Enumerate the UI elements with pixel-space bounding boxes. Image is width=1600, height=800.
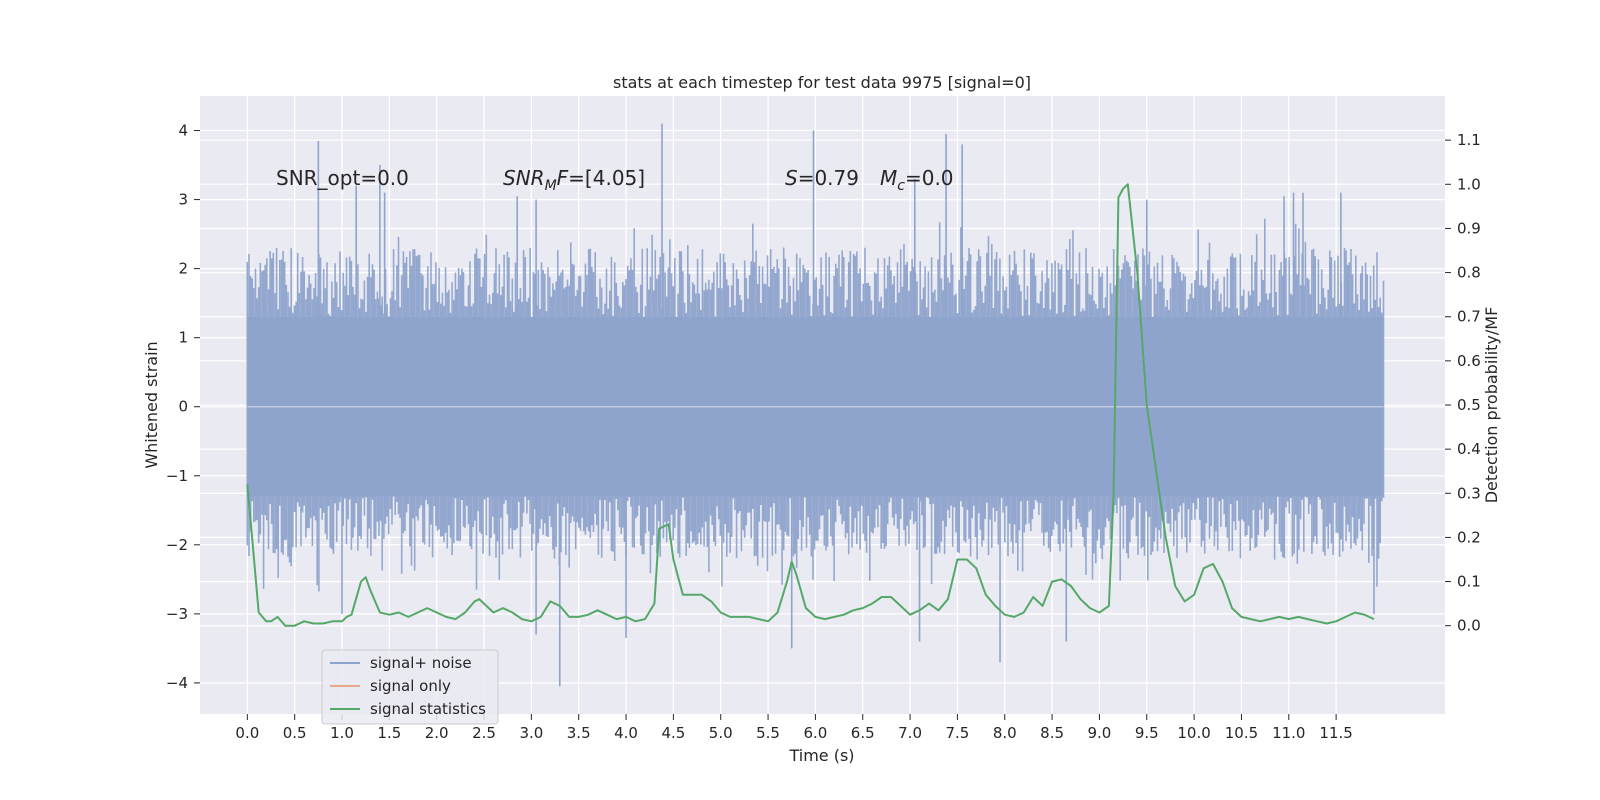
annotation-mc-value: =0.0 (905, 166, 954, 190)
x-tick-label: 3.5 (567, 724, 591, 742)
annotation-s-name: S (785, 166, 798, 190)
x-tick-label: 11.5 (1319, 724, 1352, 742)
x-tick-label: 0.5 (283, 724, 307, 742)
legend-box (321, 649, 499, 725)
y-right-tick-label: 1.1 (1457, 131, 1481, 149)
x-tick-label: 10.5 (1225, 724, 1258, 742)
x-tick-label: 8.5 (1040, 724, 1064, 742)
y-right-tick-label: 0.1 (1457, 573, 1481, 591)
x-tick-label: 9.0 (1088, 724, 1112, 742)
chart-title: stats at each timestep for test data 997… (613, 73, 1031, 92)
x-tick-label: 11.0 (1272, 724, 1305, 742)
annotation-snr-mf-name: SNR (503, 166, 545, 190)
x-tick-label: 1.5 (377, 724, 401, 742)
axes: 0.0 0.5 1.0 1.5 2.0 2.5 3.0 3.5 4.0 4.5 5.0 5.5 6.0 6… (166, 122, 1481, 742)
y-right-tick-label: 0.0 (1457, 617, 1481, 635)
signal-statistics-line (246, 183, 1375, 627)
x-tick-label: 8.0 (993, 724, 1017, 742)
y-left-tick-label: −3 (166, 605, 188, 623)
y-right-tick-label: 0.6 (1457, 352, 1481, 370)
legend-label: signal statistics (370, 700, 486, 718)
y-left-tick-label: 1 (178, 329, 188, 347)
y-axis-left-label: Whitened strain (142, 341, 161, 468)
legend-label: signal only (370, 677, 451, 695)
annotation-snr-mf-name2: F (557, 166, 569, 190)
x-tick-label: 6.5 (851, 724, 875, 742)
x-tick-label: 2.5 (472, 724, 496, 742)
x-tick-label: 10.0 (1177, 724, 1210, 742)
x-tick-label: 4.5 (661, 724, 685, 742)
annotation-mc-sub: c (897, 178, 905, 194)
legend-label: signal+ noise (370, 654, 472, 672)
signal-noise-series (246, 123, 1385, 687)
x-tick-label: 4.0 (614, 724, 638, 742)
y-left-tick-label: 2 (178, 260, 188, 278)
y-right-tick-label: 0.5 (1457, 396, 1481, 414)
x-tick-label: 2.0 (425, 724, 449, 742)
annotation-mc-name: M (880, 166, 897, 190)
x-tick-label: 6.0 (803, 724, 827, 742)
y-left-tick-label: −2 (166, 536, 188, 554)
x-tick-label: 1.0 (330, 724, 354, 742)
y-left-tick-label: 4 (178, 122, 188, 140)
y-right-tick-label: 0.2 (1457, 528, 1481, 546)
signal-statistics-series (246, 183, 1375, 627)
x-tick-label: 7.5 (945, 724, 969, 742)
y-right-tick-label: 1.0 (1457, 175, 1481, 193)
x-tick-label: 7.0 (898, 724, 922, 742)
annotation-snr-mf-value: =[4.05] (568, 166, 645, 190)
x-tick-label: 0.0 (235, 724, 259, 742)
y-left-tick-label: 0 (178, 398, 188, 416)
annotation-s: S=0.79 (785, 166, 859, 190)
y-right-tick-label: 0.9 (1457, 219, 1481, 237)
annotation-snr-mf-sub: M (545, 178, 557, 194)
y-left-tick-label: 3 (178, 191, 188, 209)
annotation-snr-mf: SNRMF=[4.05] (503, 166, 645, 194)
y-right-tick-label: 0.4 (1457, 440, 1481, 458)
legend: signal+ noise signal only signal statistic… (321, 649, 499, 725)
y-left-tick-label: −4 (166, 674, 188, 692)
y-axis-right-label: Detection probability/MF (1482, 307, 1501, 504)
annotation-snr-opt: SNR_opt=0.0 (276, 166, 409, 190)
x-axis-label: Time (s) (788, 746, 854, 765)
y-left-tick-label: −1 (166, 467, 188, 485)
annotation-mc: Mc=0.0 (880, 166, 954, 194)
x-tick-label: 3.0 (519, 724, 543, 742)
y-right-tick-label: 0.7 (1457, 308, 1481, 326)
annotation-s-value: =0.79 (798, 166, 859, 190)
x-tick-label: 9.5 (1135, 724, 1159, 742)
x-tick-label: 5.5 (756, 724, 780, 742)
y-right-tick-label: 0.3 (1457, 484, 1481, 502)
y-right-tick-label: 0.8 (1457, 264, 1481, 282)
x-tick-label: 5.0 (709, 724, 733, 742)
